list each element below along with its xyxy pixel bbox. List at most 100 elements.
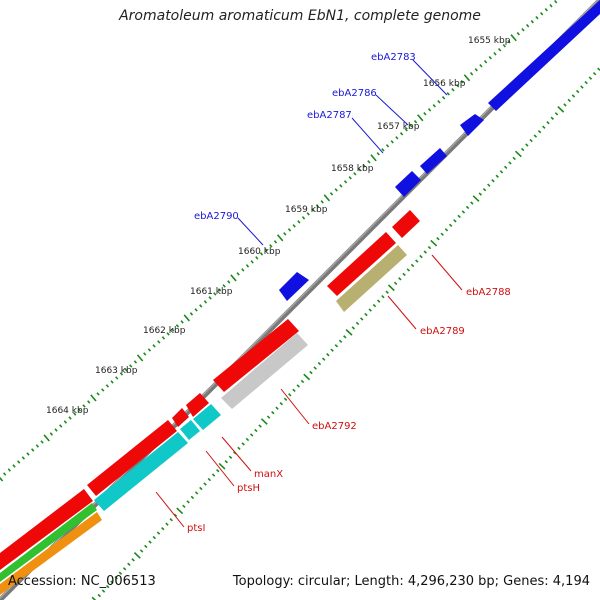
gene-label-ebA2789[interactable]: ebA2789 <box>420 326 465 337</box>
gene-ebA2792-arrow[interactable] <box>221 333 308 409</box>
gene-label-ptsH[interactable]: ptsH <box>237 483 260 494</box>
gene-label-ptsI[interactable]: ptsI <box>187 523 205 534</box>
gene-ptsH-arrow[interactable] <box>180 420 200 440</box>
gene-label-ebA2788[interactable]: ebA2788 <box>466 287 511 298</box>
label-leaders <box>155 59 463 528</box>
minor-tick <box>338 339 343 343</box>
minor-tick <box>398 277 402 281</box>
minor-tick <box>190 495 195 500</box>
minor-tick <box>415 259 419 263</box>
minor-tick <box>110 380 114 384</box>
gene-manX-arrow[interactable] <box>193 404 221 430</box>
minor-tick <box>554 0 558 4</box>
minor-tick <box>194 491 199 495</box>
minor-tick <box>395 136 399 140</box>
minor-tick <box>264 248 268 252</box>
gene-red-long-arrow[interactable] <box>87 420 177 496</box>
gene-ebA2783b-arrow[interactable] <box>460 114 484 136</box>
minor-tick <box>228 455 233 459</box>
gene-red-bottom[interactable] <box>0 489 93 570</box>
minor-tick <box>114 576 118 580</box>
gene-ebA2787-arrow[interactable] <box>395 171 421 197</box>
gene-ebA2788-arrow[interactable] <box>327 232 396 296</box>
major-tick <box>472 195 480 202</box>
scale-label: 1658 kbp <box>331 164 374 174</box>
minor-tick <box>292 224 296 228</box>
scale-label: 1657 kbp <box>377 122 420 132</box>
minor-tick <box>165 522 169 526</box>
minor-tick <box>12 464 16 468</box>
accession-text: Accession: NC_006513 <box>8 574 156 589</box>
minor-tick <box>258 424 262 428</box>
minor-tick <box>186 500 190 504</box>
minor-tick <box>275 406 279 410</box>
forward-strand-genes <box>279 0 600 301</box>
minor-tick <box>533 134 538 138</box>
minor-tick <box>115 376 119 380</box>
gene-label-ebA2792[interactable]: ebA2792 <box>312 421 357 432</box>
minor-tick <box>77 408 82 412</box>
gene-ebA2789-arrow[interactable] <box>336 245 407 312</box>
minor-tick <box>259 252 264 256</box>
minor-tick <box>250 260 254 264</box>
gene-ebA2790-arrow[interactable] <box>279 272 309 301</box>
minor-tick <box>157 340 161 344</box>
minor-tick <box>483 60 488 64</box>
minor-tick <box>351 326 355 330</box>
minor-tick <box>390 140 394 144</box>
gene-label-ebA2790[interactable]: ebA2790 <box>194 211 239 222</box>
minor-tick <box>143 352 147 356</box>
gene-ptsI-arrow[interactable] <box>94 432 188 511</box>
gene-ebA2788b-arrow[interactable] <box>392 210 420 238</box>
minor-tick <box>320 200 324 204</box>
minor-tick <box>544 7 548 12</box>
minor-tick <box>237 446 241 451</box>
gene-ebA2783-arrow[interactable] <box>488 0 600 111</box>
minor-tick <box>110 580 114 584</box>
minor-tick <box>457 214 461 219</box>
gene-ebA2792-red-arrow[interactable] <box>213 319 299 392</box>
minor-tick <box>525 143 529 147</box>
major-tick <box>323 194 331 202</box>
leader-ebA2786 <box>375 94 409 126</box>
gene-green-bottom[interactable] <box>0 503 97 582</box>
minor-tick <box>343 180 348 184</box>
minor-tick <box>423 250 427 254</box>
minor-tick <box>493 52 497 56</box>
gene-label-ebA2786[interactable]: ebA2786 <box>332 88 377 99</box>
minor-tick <box>131 558 135 562</box>
minor-tick <box>217 288 222 292</box>
minor-tick <box>423 112 427 116</box>
minor-tick <box>455 84 460 88</box>
minor-tick <box>329 192 334 196</box>
gene-red-small-b[interactable] <box>172 408 189 427</box>
gene-label-manX[interactable]: manX <box>254 469 283 480</box>
minor-tick <box>63 420 68 424</box>
gene-label-ebA2783[interactable]: ebA2783 <box>371 52 416 63</box>
minor-tick <box>448 223 453 228</box>
minor-tick <box>575 89 580 94</box>
minor-tick <box>540 11 544 16</box>
minor-tick <box>213 292 217 296</box>
minor-tick <box>381 295 385 299</box>
minor-tick <box>96 392 100 396</box>
minor-tick <box>105 384 110 388</box>
gene-label-ebA2787[interactable]: ebA2787 <box>307 110 352 121</box>
scale-label: 1661 kbp <box>190 287 233 297</box>
gene-orange-bottom[interactable] <box>0 512 102 595</box>
minor-tick <box>87 400 91 404</box>
minor-tick <box>376 152 380 156</box>
gene-red-small-a[interactable] <box>186 393 209 417</box>
minor-tick <box>211 473 216 477</box>
minor-tick <box>542 125 546 129</box>
major-tick <box>345 329 353 336</box>
minor-tick <box>521 27 525 32</box>
minor-tick <box>35 444 40 448</box>
major-tick <box>303 373 311 381</box>
minor-tick <box>283 232 287 236</box>
minor-tick <box>339 184 343 188</box>
gene-ebA2786-arrow[interactable] <box>420 148 447 174</box>
major-tick <box>218 462 226 470</box>
leader-manX <box>221 436 252 472</box>
